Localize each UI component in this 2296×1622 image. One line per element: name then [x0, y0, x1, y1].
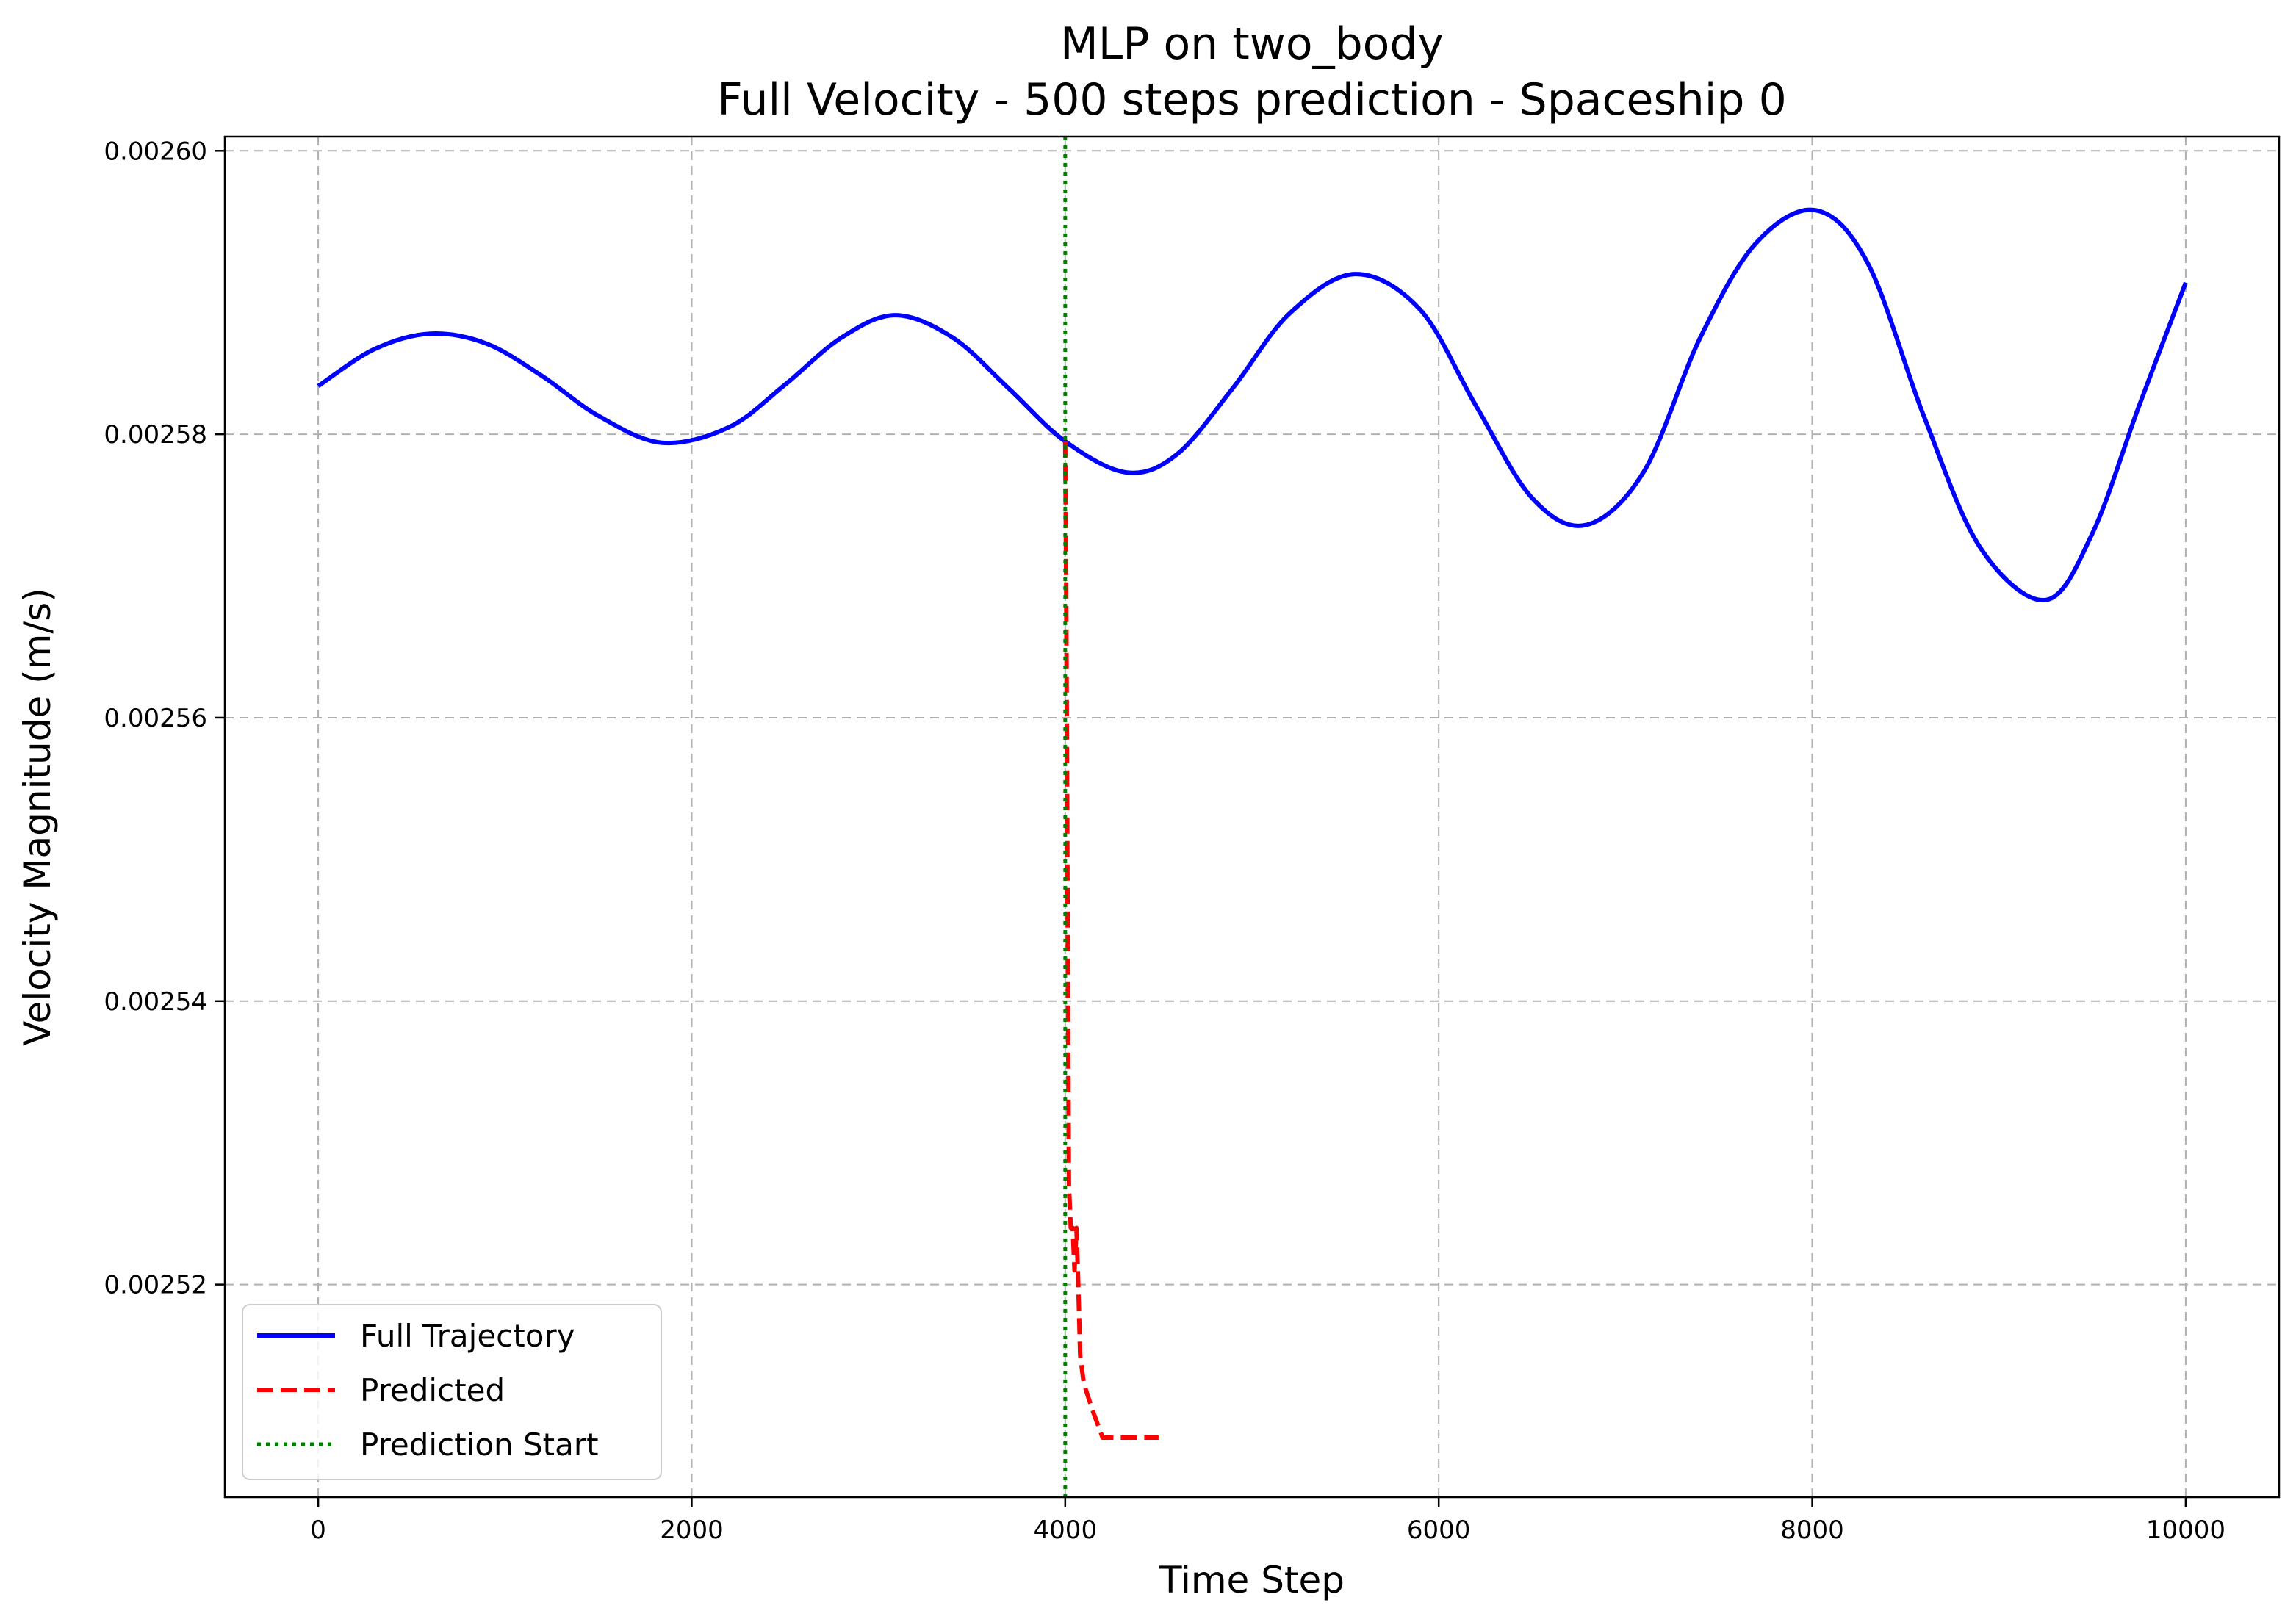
series-line-full-trajectory — [317, 207, 2188, 602]
y-tick-label: 0.00252 — [104, 1271, 207, 1300]
legend: Full Trajectory Predicted Prediction Sta… — [242, 1304, 662, 1480]
y-tick-label: 0.00256 — [104, 704, 207, 733]
legend-label-full-trajectory: Full Trajectory — [360, 1318, 575, 1354]
series-line-predicted — [1062, 441, 1159, 1440]
chart-title: MLP on two_body — [1060, 18, 1444, 70]
y-tick-label: 0.00260 — [104, 137, 207, 166]
y-axis-label: Velocity Magnitude (m/s) — [16, 588, 59, 1045]
legend-label-predicted: Predicted — [360, 1372, 505, 1408]
x-axis-label: Time Step — [1159, 1559, 1345, 1601]
plot-frame — [223, 135, 2281, 1499]
x-tick-label: 2000 — [660, 1515, 724, 1545]
x-tick-label: 6000 — [1407, 1515, 1471, 1545]
legend-box — [242, 1304, 662, 1480]
series-lines — [317, 137, 2188, 1497]
axis-ticks: 0 2000 4000 6000 8000 10000 0.00252 0.00254 0.00… — [104, 137, 2225, 1545]
y-tick-label: 0.00254 — [104, 987, 207, 1017]
x-tick-label: 10000 — [2146, 1515, 2225, 1545]
legend-label-prediction-start: Prediction Start — [360, 1427, 599, 1463]
x-tick-label: 4000 — [1034, 1515, 1098, 1545]
chart-subtitle: Full Velocity - 500 steps prediction - S… — [717, 74, 1787, 126]
x-tick-label: 8000 — [1780, 1515, 1844, 1545]
y-tick-label: 0.00258 — [104, 420, 207, 450]
x-tick-label: 0 — [310, 1515, 326, 1545]
